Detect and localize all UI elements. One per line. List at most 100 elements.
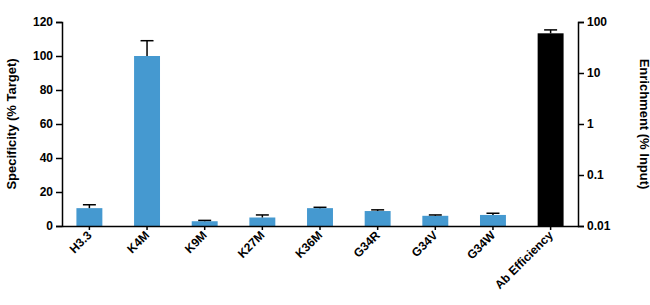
tick-label: K36M: [293, 228, 326, 261]
tick-mark: [377, 226, 379, 230]
tick: 20: [40, 185, 62, 199]
bar: [76, 208, 102, 226]
tick-mark: [435, 226, 437, 230]
tick-mark: [550, 226, 552, 230]
error-bar: [486, 213, 499, 215]
bar: [365, 211, 391, 226]
tick: 0.01: [578, 219, 611, 233]
tick-label: 0.01: [587, 219, 611, 233]
tick-mark: [56, 56, 62, 58]
tick-mark: [578, 124, 584, 126]
tick: 1: [578, 117, 594, 131]
error-bar: [429, 214, 442, 216]
tick: 0.1: [578, 168, 604, 182]
tick: 100: [33, 49, 62, 63]
tick: K4M: [124, 226, 152, 256]
tick-label: 0.1: [587, 168, 604, 182]
tick: G34W: [464, 226, 498, 262]
tick-label: 80: [40, 83, 54, 97]
chart: 0 20 40 60 80 100 120 0.01 0.1 1 10 100 H3.3 K4M K9M K2…: [0, 0, 650, 305]
bar: [134, 56, 160, 226]
tick-label: 100: [587, 15, 607, 29]
error-bar-cap: [198, 220, 211, 222]
tick-label: 60: [40, 117, 54, 131]
tick-mark: [204, 226, 206, 230]
tick: G34R: [351, 226, 383, 260]
y2-axis: 0.01 0.1 1 10 100: [578, 15, 611, 233]
tick: 100: [578, 15, 607, 29]
tick: K36M: [293, 226, 326, 261]
tick-mark: [578, 73, 584, 75]
error-bar-line: [146, 41, 148, 56]
tick-mark: [56, 226, 62, 228]
tick-label: 120: [33, 15, 53, 29]
tick: 60: [40, 117, 62, 131]
tick-mark: [89, 226, 91, 230]
tick: 80: [40, 83, 62, 97]
tick-mark: [56, 158, 62, 160]
tick-label: 20: [40, 185, 54, 199]
tick-mark: [56, 22, 62, 24]
tick-mark: [56, 90, 62, 92]
error-bar-cap: [314, 207, 327, 209]
tick: H3.3: [67, 226, 95, 256]
error-bar-cap: [486, 213, 499, 215]
tick-label: K9M: [182, 228, 210, 256]
tick-label: 1: [587, 117, 594, 131]
x-axis: H3.3 K4M K9M K27M K36M G34R G34V G34WAb Efficie…: [63, 226, 579, 292]
tick-label: H3.3: [67, 228, 95, 256]
y-axis-title: Specificity (% Target): [4, 58, 19, 189]
bar: [307, 208, 333, 226]
error-bar: [141, 41, 154, 56]
error-bar: [256, 215, 269, 218]
tick-mark: [56, 124, 62, 126]
tick-label: 10: [587, 66, 601, 80]
error-bar: [371, 210, 384, 211]
axis-line: [56, 23, 63, 227]
tick-mark: [492, 226, 494, 230]
tick-mark: [578, 175, 584, 177]
tick-label: G34V: [409, 228, 441, 260]
error-bar: [544, 30, 557, 33]
error-bar-cap: [256, 214, 269, 216]
error-bar-cap: [141, 40, 154, 42]
error-bar-cap: [429, 214, 442, 216]
bar: [480, 215, 506, 226]
error-bar: [314, 207, 327, 209]
tick: K9M: [182, 226, 210, 256]
tick-label: G34R: [351, 228, 383, 260]
error-bar: [198, 220, 211, 222]
tick: 0: [46, 219, 62, 233]
bar: [422, 216, 448, 226]
tick-mark: [578, 22, 584, 24]
error-bar-cap: [371, 209, 384, 211]
tick-mark: [319, 226, 321, 230]
bar: [249, 218, 275, 227]
error-bar: [83, 205, 96, 208]
tick-label: K4M: [124, 228, 152, 256]
y2-axis-title: Enrichment (% Input): [637, 59, 650, 190]
tick-mark: [146, 226, 148, 230]
tick-label: G34W: [464, 228, 498, 262]
tick: 120: [33, 15, 62, 29]
tick: 40: [40, 151, 62, 165]
tick: 10: [578, 66, 601, 80]
bar: [538, 33, 564, 226]
tick-mark: [578, 226, 584, 228]
y-axis: 0 20 40 60 80 100 120: [33, 15, 63, 233]
tick-label: K27M: [235, 228, 268, 261]
tick: G34V: [409, 226, 441, 260]
tick-label: 0: [46, 219, 53, 233]
tick-label: Ab Efficiency: [492, 228, 556, 292]
plot: 0 20 40 60 80 100 120 0.01 0.1 1 10 100 H3.3 K4M K9M K2…: [33, 15, 611, 292]
error-bar-cap: [544, 29, 557, 31]
tick-mark: [262, 226, 264, 230]
tick: K27M: [235, 226, 268, 261]
bars: [76, 30, 563, 226]
bar: [192, 221, 218, 226]
error-bar-cap: [83, 204, 96, 206]
tick: Ab Efficiency: [492, 226, 556, 292]
tick-mark: [56, 192, 62, 194]
axis-line: [579, 23, 585, 227]
tick-label: 100: [33, 49, 53, 63]
